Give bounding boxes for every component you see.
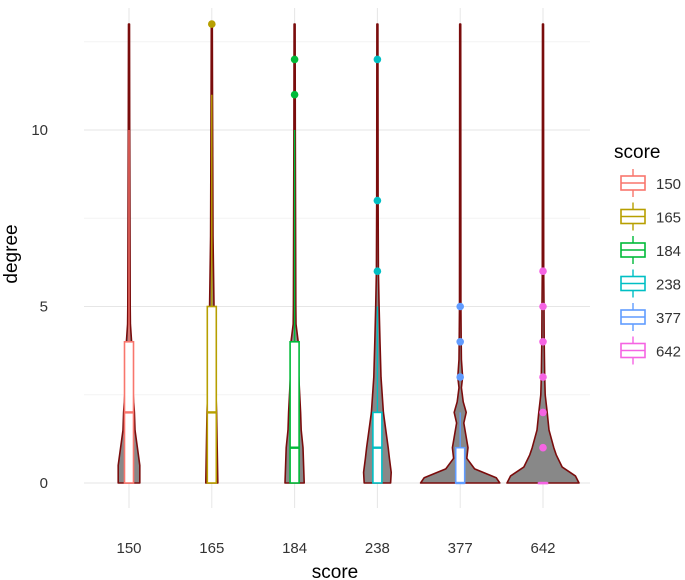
violins: [117, 23, 580, 484]
outlier-point: [539, 408, 547, 417]
legend-label: 642: [656, 344, 681, 361]
outlier-point: [539, 373, 547, 381]
outlier-point: [539, 302, 547, 311]
legend-item-642: 642: [617, 334, 681, 367]
boxplot-150: [123, 130, 135, 484]
legend-label: 184: [656, 243, 681, 260]
x-tick-label: 642: [530, 540, 555, 557]
x-tick-label: 238: [365, 540, 390, 557]
outlier-point: [456, 302, 465, 311]
legend-item-377: 377: [617, 301, 681, 333]
x-axis-ticks: 150 165 184 238 377 642: [116, 540, 555, 557]
outlier-point: [290, 55, 299, 64]
violin-642: [506, 23, 580, 484]
legend-item-165: 165: [617, 200, 681, 233]
box: [289, 340, 300, 484]
boxplot-165: [206, 94, 218, 484]
grid-lines: [84, 8, 590, 508]
legend-label: 238: [656, 277, 681, 294]
x-axis-title: score: [312, 562, 358, 580]
outlier-points: [208, 20, 547, 452]
y-axis-ticks: 0 5 10: [31, 122, 48, 492]
outlier-point: [456, 373, 465, 381]
violin-238: [362, 23, 392, 484]
y-tick-label: 0: [40, 475, 48, 492]
y-tick-label: 5: [40, 299, 48, 316]
x-tick-label: 184: [282, 540, 307, 557]
legend-item-184: 184: [617, 234, 681, 266]
box: [454, 446, 466, 484]
legend-label: 377: [656, 310, 681, 327]
outlier-point: [456, 338, 465, 346]
legend-label: 150: [656, 176, 681, 193]
box: [206, 305, 218, 484]
boxplot-642: [537, 481, 549, 485]
outlier-point: [539, 267, 547, 276]
legend: score 150 165 184 238 377 642: [614, 142, 681, 367]
outlier-point: [208, 20, 216, 28]
boxplot-238: [372, 306, 383, 484]
boxplot-184: [289, 130, 300, 484]
y-tick-label: 10: [31, 122, 48, 139]
outlier-point: [539, 338, 547, 346]
boxplots: [123, 94, 549, 485]
outlier-point: [373, 196, 382, 205]
boxplot-377: [454, 412, 466, 485]
x-tick-label: 377: [448, 540, 473, 557]
x-tick-label: 150: [116, 540, 141, 557]
outlier-point: [373, 55, 382, 64]
legend-title: score: [614, 142, 660, 163]
legend-item-150: 150: [617, 167, 681, 199]
violin-377: [419, 23, 501, 484]
y-axis-title: degree: [1, 224, 22, 283]
outlier-point: [539, 443, 547, 452]
outlier-point: [373, 267, 382, 276]
legend-label: 165: [656, 210, 681, 227]
legend-item-238: 238: [617, 267, 681, 300]
x-tick-label: 165: [199, 540, 224, 557]
outlier-point: [290, 90, 299, 99]
